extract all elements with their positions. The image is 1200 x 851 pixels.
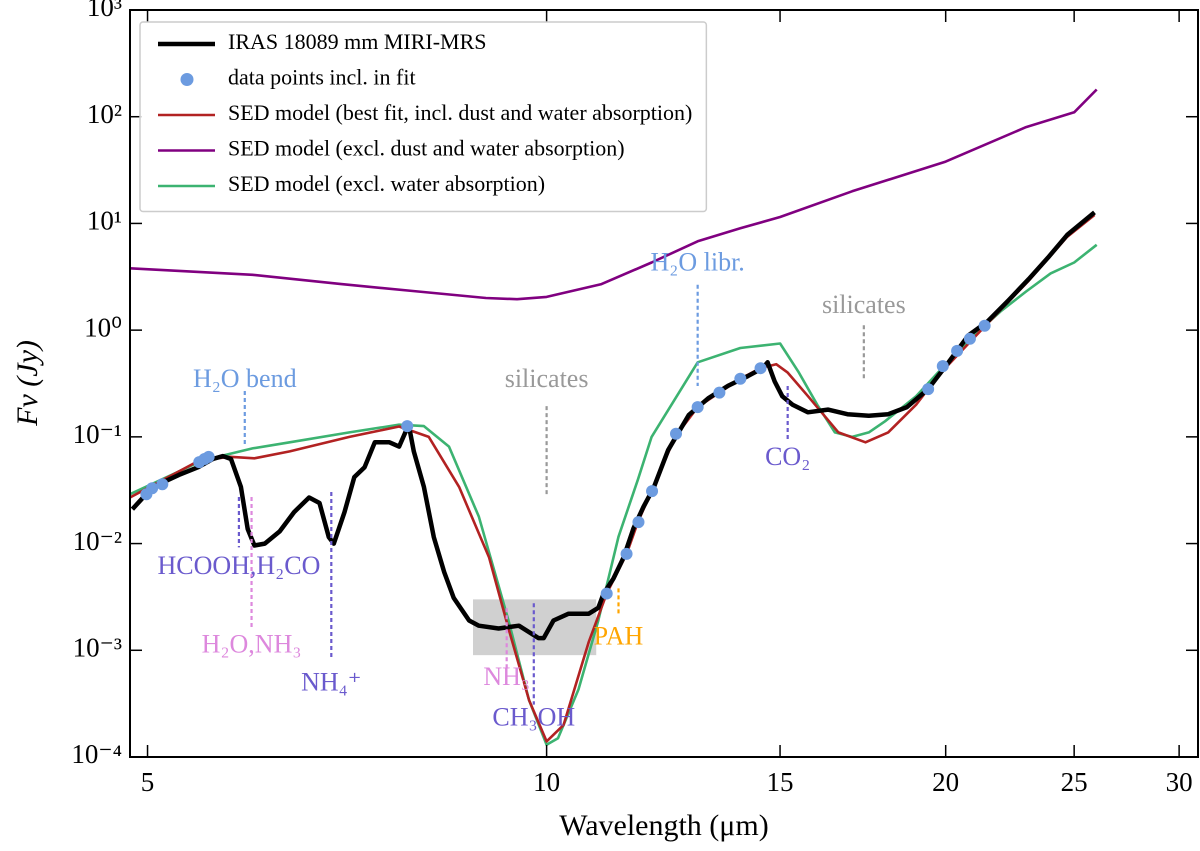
annotation-label: NH₄⁺ — [301, 667, 361, 696]
y-tick-label: 10⁰ — [84, 312, 122, 342]
x-tick-label: 5 — [141, 767, 155, 797]
annotation-label: PAH — [594, 621, 644, 650]
data-point — [401, 420, 414, 433]
series-line — [130, 243, 1098, 747]
y-tick-label: 10¹ — [87, 206, 122, 236]
y-tick-label: 10³ — [87, 0, 122, 22]
data-point — [713, 386, 726, 399]
plot-frame — [129, 9, 1199, 758]
data-point — [146, 482, 159, 495]
data-point — [936, 360, 949, 373]
x-tick-label: 10 — [533, 767, 560, 797]
x-tick-label: 20 — [932, 767, 959, 797]
series-line — [130, 210, 1096, 641]
annotation-label: HCOOH,H₂CO — [157, 551, 320, 580]
data-point — [951, 344, 964, 357]
plot-area — [130, 88, 1098, 747]
annotation-label: H₂O bend — [193, 364, 297, 393]
y-tick-label: 10⁻¹ — [73, 419, 122, 449]
legend-label: SED model (excl. water absorption) — [228, 171, 545, 196]
legend-label: data points incl. in fit — [228, 65, 416, 90]
legend-label: IRAS 18089 mm MIRI-MRS — [228, 29, 487, 54]
data-point — [734, 372, 747, 385]
data-point — [600, 587, 613, 600]
y-tick-label: 10⁻² — [73, 526, 122, 556]
data-point — [978, 319, 991, 332]
legend-label: SED model (best fit, incl. dust and wate… — [228, 100, 692, 125]
x-tick-label: 15 — [767, 767, 794, 797]
annotation-label: silicates — [505, 364, 589, 393]
x-tick-label: 30 — [1166, 767, 1193, 797]
data-point — [202, 450, 215, 463]
annotation-label: CH₃OH — [492, 702, 575, 731]
annotation-label: CO₂ — [765, 442, 810, 471]
legend-marker — [180, 73, 194, 86]
series-line — [130, 213, 1096, 743]
data-point — [754, 362, 767, 375]
x-tick-label: 25 — [1061, 767, 1088, 797]
data-point — [670, 427, 683, 440]
y-tick-label: 10⁻⁴ — [71, 739, 122, 769]
legend: IRAS 18089 mm MIRI-MRS data points incl. … — [139, 21, 708, 213]
annotation-label: H₂O,NH₃ — [202, 630, 302, 659]
annotation-label: silicates — [822, 290, 906, 319]
data-point — [632, 516, 645, 529]
data-point — [963, 332, 976, 345]
legend-box — [139, 21, 708, 213]
data-point — [691, 401, 704, 414]
y-tick-label: 10⁻³ — [73, 632, 122, 662]
x-axis-label: Wavelength (μm) — [559, 809, 768, 842]
legend-label: SED model (excl. dust and water absorpti… — [228, 136, 625, 161]
data-point — [620, 547, 633, 560]
data-point — [646, 485, 659, 498]
annotation-label: NH₃ — [483, 662, 530, 691]
annotation-label: H₂O libr. — [651, 248, 745, 277]
y-tick-label: 10² — [87, 99, 122, 129]
data-point — [156, 478, 169, 491]
data-point — [922, 383, 935, 396]
y-axis-label: Fν (Jy) — [11, 340, 44, 427]
series-line — [130, 88, 1098, 301]
